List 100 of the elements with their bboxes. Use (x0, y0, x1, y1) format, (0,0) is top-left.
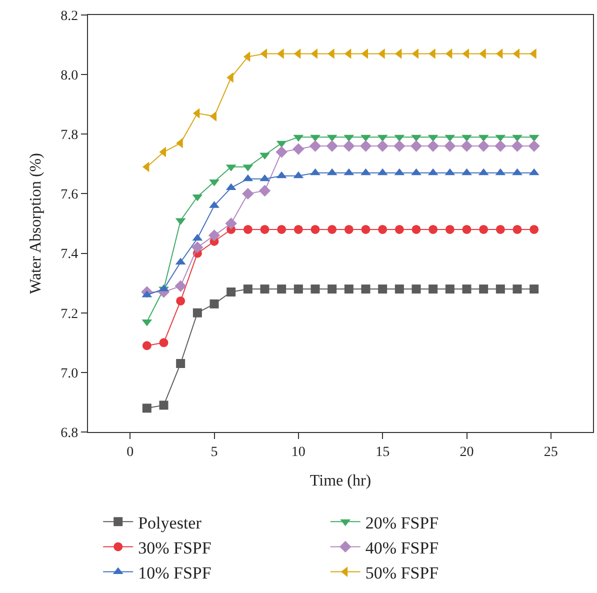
point (512, 134, 522, 142)
point (277, 224, 286, 234)
point (445, 284, 454, 294)
point (444, 140, 456, 152)
point (428, 224, 438, 234)
point (294, 284, 303, 294)
point (310, 134, 320, 142)
point (412, 224, 421, 234)
point (496, 224, 505, 234)
point (530, 224, 539, 234)
legend-label: 50% FSPF (365, 563, 439, 582)
point (192, 241, 204, 254)
point (462, 284, 472, 294)
y-tick-label: 7.0 (60, 366, 78, 382)
y-tick-label: 6.8 (60, 426, 78, 441)
point (410, 140, 422, 152)
x-tick-label: 0 (126, 444, 134, 460)
y-tick-label: 8.0 (60, 68, 78, 84)
point (394, 284, 404, 294)
point (394, 224, 404, 234)
point (427, 140, 439, 152)
legend-label: 30% FSPF (138, 538, 212, 558)
point (243, 224, 252, 234)
point (460, 140, 473, 152)
x-tick-label: 20 (460, 444, 474, 460)
point (242, 188, 254, 200)
point (445, 224, 454, 234)
point (428, 284, 438, 294)
point (309, 140, 322, 152)
point (479, 284, 488, 294)
point (159, 338, 168, 348)
point (361, 224, 370, 234)
point (260, 174, 270, 182)
point (412, 284, 421, 294)
point (176, 358, 186, 368)
point (258, 184, 271, 197)
point (394, 140, 406, 152)
point (226, 288, 236, 297)
point (142, 341, 152, 350)
point (159, 400, 168, 410)
point (277, 284, 286, 294)
point (243, 284, 252, 294)
point (512, 168, 522, 176)
point (260, 284, 270, 294)
legend-label: 40% FSPF (365, 538, 439, 558)
point (360, 168, 371, 176)
legend-label: Polyester (138, 513, 202, 532)
point (210, 299, 219, 308)
point (512, 284, 522, 294)
y-tick-label: 7.4 (60, 247, 78, 262)
point (310, 168, 320, 176)
y-tick-label: 7.8 (60, 128, 78, 144)
point (208, 230, 220, 242)
point (326, 140, 338, 152)
x-tick-label: 15 (376, 444, 390, 460)
y-tick-label: 7.2 (60, 306, 78, 322)
y-axis-title: Water Absorption (%) (28, 153, 44, 294)
y-tick-label: 7.6 (60, 188, 78, 203)
point (328, 224, 337, 234)
point (360, 140, 372, 152)
point (243, 52, 250, 62)
point (310, 284, 320, 294)
point (276, 146, 288, 158)
y-tick-label: 8.2 (60, 8, 78, 24)
legend-label: 20% FSPF (365, 513, 439, 532)
point (292, 143, 304, 155)
point (411, 168, 422, 176)
point (378, 284, 388, 294)
point (462, 224, 472, 234)
point (361, 284, 370, 294)
point (260, 224, 270, 234)
point (496, 48, 503, 59)
point (294, 224, 303, 234)
point (142, 404, 152, 413)
point (411, 134, 422, 142)
point (176, 296, 186, 306)
point (511, 140, 524, 152)
point (328, 284, 337, 294)
point (192, 308, 202, 318)
point (496, 284, 505, 294)
point (344, 284, 354, 294)
point (528, 140, 540, 152)
point (225, 218, 237, 230)
point (445, 48, 452, 59)
point (478, 140, 490, 152)
point (378, 224, 388, 234)
point (530, 284, 539, 294)
x-tick-label: 10 (291, 444, 306, 460)
point (512, 224, 522, 234)
x-axis-title: Time (hr) (310, 472, 372, 490)
x-tick-label: 25 (544, 444, 558, 460)
point (462, 134, 472, 142)
legend-label: 10% FSPF (138, 563, 212, 582)
point (344, 48, 352, 59)
point (479, 224, 488, 234)
point (462, 168, 472, 176)
point (360, 134, 371, 142)
point (343, 140, 355, 152)
point (394, 48, 402, 59)
point (192, 108, 200, 118)
